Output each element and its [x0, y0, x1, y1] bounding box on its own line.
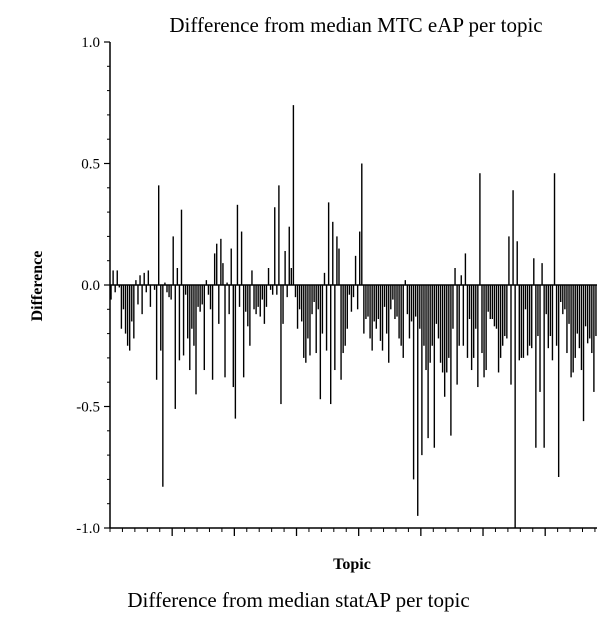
- y-tick-label: 0.5: [81, 157, 100, 173]
- x-axis-label: Topic: [333, 556, 371, 573]
- y-tick-label: -0.5: [76, 400, 100, 416]
- y-tick-label: -1.0: [76, 521, 100, 537]
- bars-group: [110, 105, 597, 528]
- y-tick-label: 1.0: [81, 35, 100, 51]
- figure-caption: Difference from median statAP per topic: [127, 588, 470, 612]
- axes-group: 1.0 0.5 0.0 -0.5 -1.0: [76, 35, 597, 537]
- y-tick-label: 0.0: [81, 278, 100, 294]
- y-axis-label: Difference: [29, 251, 46, 322]
- chart-title: Difference from median MTC eAP per topic: [169, 13, 542, 37]
